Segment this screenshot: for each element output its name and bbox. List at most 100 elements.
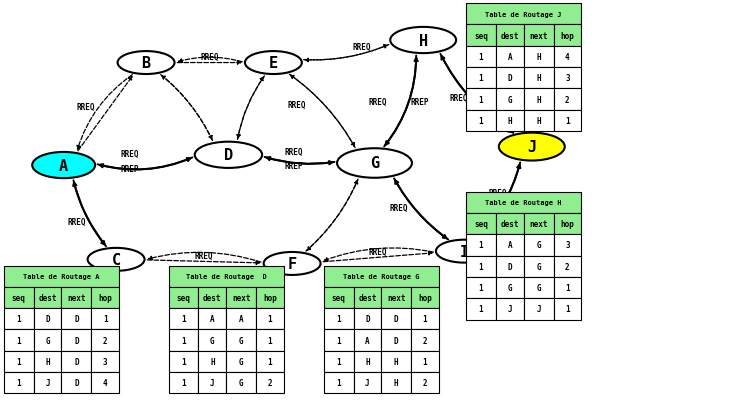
- Bar: [354, 351, 381, 372]
- Bar: [381, 287, 411, 308]
- Ellipse shape: [118, 52, 175, 75]
- FancyArrowPatch shape: [395, 181, 448, 240]
- Bar: [91, 351, 119, 372]
- Text: seq: seq: [474, 220, 488, 229]
- Text: H: H: [45, 357, 50, 366]
- Bar: [61, 308, 91, 330]
- FancyArrowPatch shape: [178, 62, 240, 65]
- Bar: [524, 256, 554, 277]
- Bar: [524, 277, 554, 299]
- Text: D: D: [74, 357, 79, 366]
- Bar: [496, 89, 524, 110]
- FancyArrowPatch shape: [440, 55, 512, 133]
- Text: G: G: [507, 95, 512, 104]
- Text: 2: 2: [267, 378, 273, 387]
- Bar: [256, 351, 284, 372]
- Bar: [256, 330, 284, 351]
- Bar: [496, 235, 524, 256]
- Text: A: A: [210, 315, 215, 324]
- Text: A: A: [365, 336, 370, 345]
- Bar: [324, 266, 439, 287]
- Text: A: A: [507, 241, 512, 250]
- Text: Table de Routage H: Table de Routage H: [485, 200, 562, 206]
- Text: 1: 1: [479, 283, 483, 292]
- Bar: [91, 330, 119, 351]
- Text: G: G: [45, 336, 50, 345]
- Text: RREQ: RREQ: [369, 247, 387, 256]
- Text: H: H: [536, 95, 541, 104]
- Bar: [226, 287, 256, 308]
- Bar: [554, 110, 581, 132]
- Bar: [91, 308, 119, 330]
- Text: RREQ: RREQ: [353, 43, 371, 52]
- Text: dest: dest: [500, 220, 519, 229]
- Text: seq: seq: [12, 293, 25, 302]
- FancyArrowPatch shape: [306, 181, 358, 252]
- Text: seq: seq: [177, 293, 190, 302]
- Text: next: next: [232, 293, 250, 302]
- Bar: [466, 299, 496, 320]
- Text: hop: hop: [98, 293, 112, 302]
- Text: 2: 2: [565, 262, 570, 271]
- Text: 1: 1: [181, 357, 186, 366]
- FancyArrowPatch shape: [323, 252, 432, 262]
- Bar: [524, 25, 554, 47]
- Text: RREQ: RREQ: [285, 147, 303, 156]
- Bar: [554, 47, 581, 68]
- Text: RREP: RREP: [487, 85, 506, 94]
- Text: RREQ: RREQ: [67, 218, 85, 227]
- Bar: [524, 213, 554, 235]
- Bar: [61, 330, 91, 351]
- Bar: [198, 351, 226, 372]
- Bar: [554, 213, 581, 235]
- Text: 1: 1: [422, 357, 428, 366]
- Bar: [34, 287, 61, 308]
- Text: 2: 2: [565, 95, 570, 104]
- Text: hop: hop: [263, 293, 277, 302]
- Text: 1: 1: [479, 305, 483, 314]
- Text: RREP: RREP: [410, 98, 429, 107]
- Text: 1: 1: [565, 117, 570, 126]
- Text: G: G: [239, 336, 243, 345]
- Text: RREQ: RREQ: [195, 251, 213, 260]
- Bar: [411, 330, 439, 351]
- Bar: [354, 308, 381, 330]
- FancyArrowPatch shape: [324, 248, 434, 261]
- Text: H: H: [419, 34, 428, 48]
- Text: H: H: [210, 357, 215, 366]
- Text: dest: dest: [203, 293, 222, 302]
- Text: H: H: [536, 117, 541, 126]
- Bar: [554, 89, 581, 110]
- Bar: [411, 351, 439, 372]
- Text: 1: 1: [267, 315, 273, 324]
- FancyArrowPatch shape: [477, 163, 520, 237]
- Text: 2: 2: [422, 378, 428, 387]
- Bar: [198, 330, 226, 351]
- Text: RREQ: RREQ: [369, 98, 387, 107]
- Text: G: G: [370, 156, 379, 171]
- Text: 1: 1: [479, 241, 483, 250]
- Text: G: G: [210, 336, 215, 345]
- Bar: [4, 287, 34, 308]
- FancyArrowPatch shape: [97, 159, 190, 170]
- Text: RREQ: RREQ: [77, 103, 95, 112]
- Text: C: C: [112, 252, 121, 267]
- Text: dest: dest: [358, 293, 377, 302]
- FancyArrowPatch shape: [237, 77, 264, 139]
- FancyArrowPatch shape: [100, 158, 192, 170]
- Text: G: G: [239, 378, 243, 387]
- Ellipse shape: [436, 240, 493, 263]
- Bar: [91, 372, 119, 393]
- FancyArrowPatch shape: [237, 78, 264, 140]
- Text: RREQ: RREQ: [510, 195, 528, 204]
- Bar: [4, 372, 34, 393]
- Bar: [34, 330, 61, 351]
- Bar: [554, 68, 581, 89]
- Text: 1: 1: [16, 357, 21, 366]
- Text: D: D: [394, 336, 398, 345]
- Text: RREQ: RREQ: [449, 94, 468, 103]
- FancyArrowPatch shape: [267, 157, 335, 164]
- Text: D: D: [224, 148, 233, 163]
- Ellipse shape: [499, 133, 565, 161]
- Text: 1: 1: [565, 305, 570, 314]
